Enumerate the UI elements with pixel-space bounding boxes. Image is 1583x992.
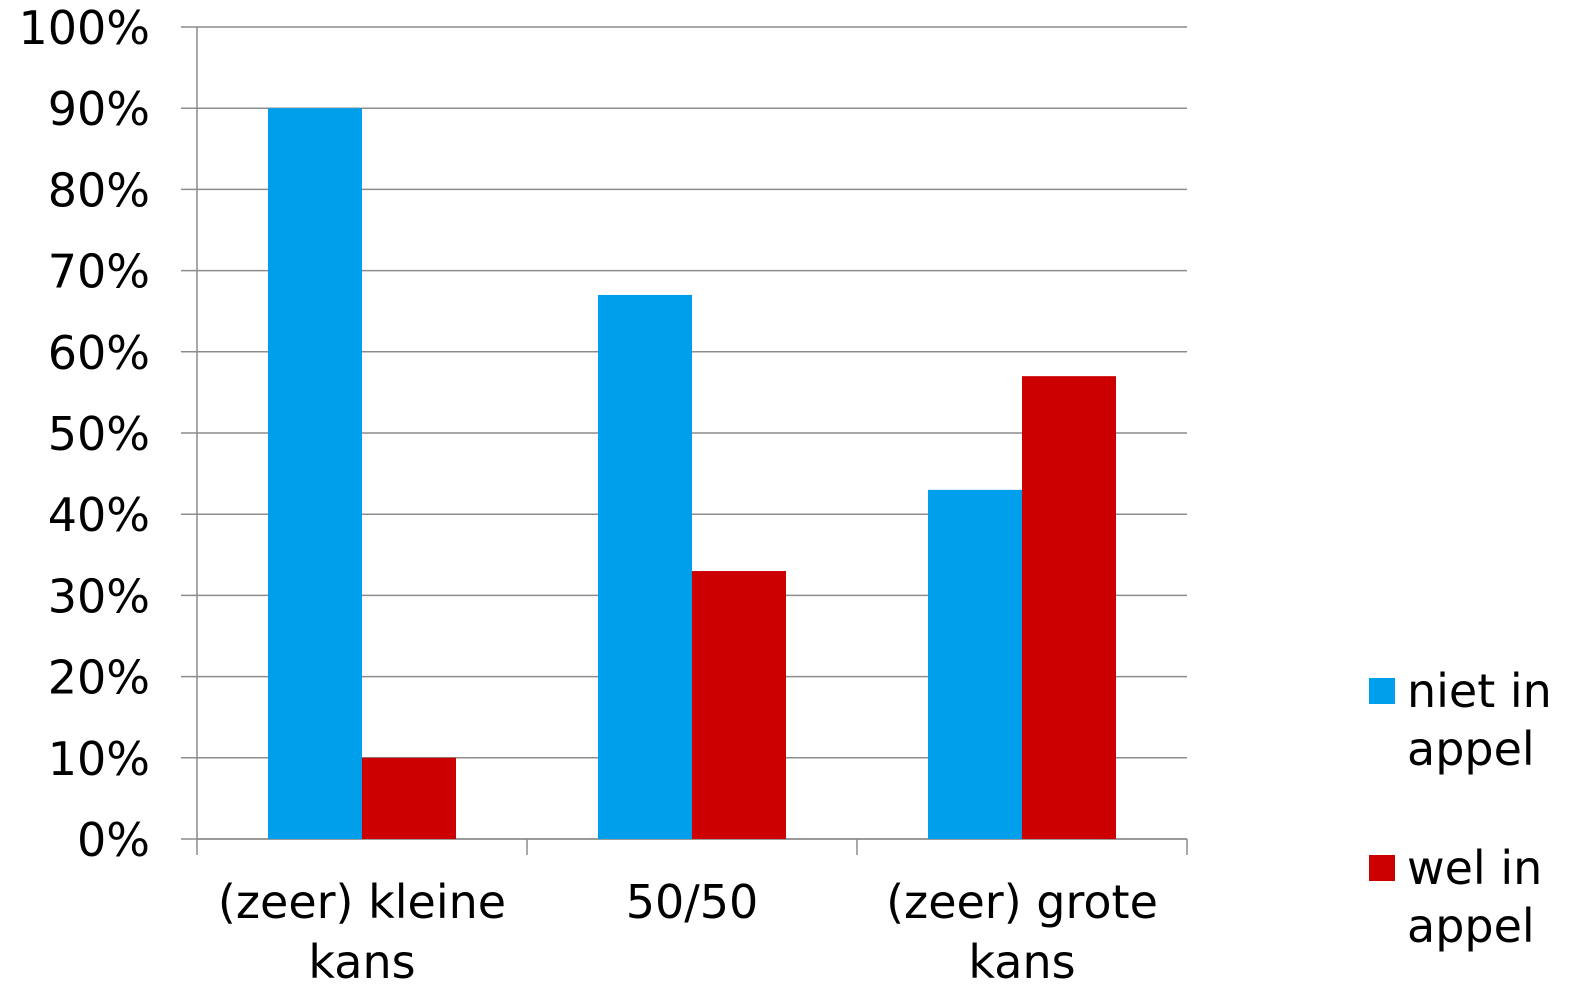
legend-swatch bbox=[1369, 678, 1395, 704]
x-tick-label: kans bbox=[308, 935, 415, 988]
bar bbox=[692, 571, 786, 839]
y-tick-label: 100% bbox=[18, 1, 150, 55]
legend-label: niet in bbox=[1407, 664, 1552, 718]
y-tick-label: 30% bbox=[48, 569, 150, 623]
y-tick-label: 40% bbox=[48, 488, 150, 542]
bar bbox=[1022, 376, 1116, 839]
y-tick-label: 90% bbox=[48, 82, 150, 136]
y-tick-label: 70% bbox=[48, 245, 150, 299]
y-tick-label: 50% bbox=[48, 407, 150, 461]
bar bbox=[362, 757, 456, 839]
bar bbox=[928, 489, 1022, 839]
label-layer: 0% 10% 20% 30% 40% 50% 60% 70% 80% 90% 100% (zeer) … bbox=[18, 1, 1158, 989]
bar bbox=[598, 294, 692, 840]
y-tick-label: 60% bbox=[48, 326, 150, 380]
y-tick-label: 0% bbox=[77, 813, 150, 867]
x-tick-label: (zeer) kleine bbox=[218, 875, 506, 929]
legend-label: appel bbox=[1407, 722, 1535, 776]
legend-swatch bbox=[1369, 855, 1395, 881]
bar bbox=[268, 108, 362, 839]
x-tick-label: 50/50 bbox=[626, 875, 759, 929]
x-tick-label: (zeer) grote bbox=[886, 875, 1158, 929]
x-tick-label: kans bbox=[968, 935, 1075, 988]
bar-layer bbox=[268, 108, 1116, 840]
y-tick-label: 10% bbox=[48, 732, 150, 786]
legend-label: wel in bbox=[1407, 841, 1542, 895]
y-tick-label: 80% bbox=[48, 163, 150, 217]
y-tick-label: 20% bbox=[48, 651, 150, 705]
legend-label: appel bbox=[1407, 899, 1535, 953]
